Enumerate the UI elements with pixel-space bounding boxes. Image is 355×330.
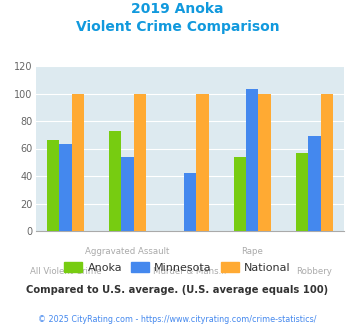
Text: © 2025 CityRating.com - https://www.cityrating.com/crime-statistics/: © 2025 CityRating.com - https://www.city… xyxy=(38,315,317,324)
Bar xyxy=(296,152,308,231)
Bar xyxy=(121,157,134,231)
Bar xyxy=(59,145,72,231)
Text: Violent Crime Comparison: Violent Crime Comparison xyxy=(76,20,279,34)
Bar xyxy=(196,93,209,231)
Text: All Violent Crime: All Violent Crime xyxy=(29,267,101,276)
Bar xyxy=(246,89,258,231)
Text: Robbery: Robbery xyxy=(296,267,332,276)
Bar xyxy=(109,131,121,231)
Bar xyxy=(47,140,59,231)
Text: Murder & Mans...: Murder & Mans... xyxy=(153,267,227,276)
Bar xyxy=(321,93,333,231)
Text: Aggravated Assault: Aggravated Assault xyxy=(86,248,170,256)
Text: Compared to U.S. average. (U.S. average equals 100): Compared to U.S. average. (U.S. average … xyxy=(26,285,329,295)
Bar xyxy=(72,93,84,231)
Text: Rape: Rape xyxy=(241,248,263,256)
Bar xyxy=(134,93,146,231)
Legend: Anoka, Minnesota, National: Anoka, Minnesota, National xyxy=(60,258,295,277)
Text: 2019 Anoka: 2019 Anoka xyxy=(131,2,224,16)
Bar xyxy=(234,157,246,231)
Bar xyxy=(258,93,271,231)
Bar xyxy=(308,136,321,231)
Bar xyxy=(184,173,196,231)
